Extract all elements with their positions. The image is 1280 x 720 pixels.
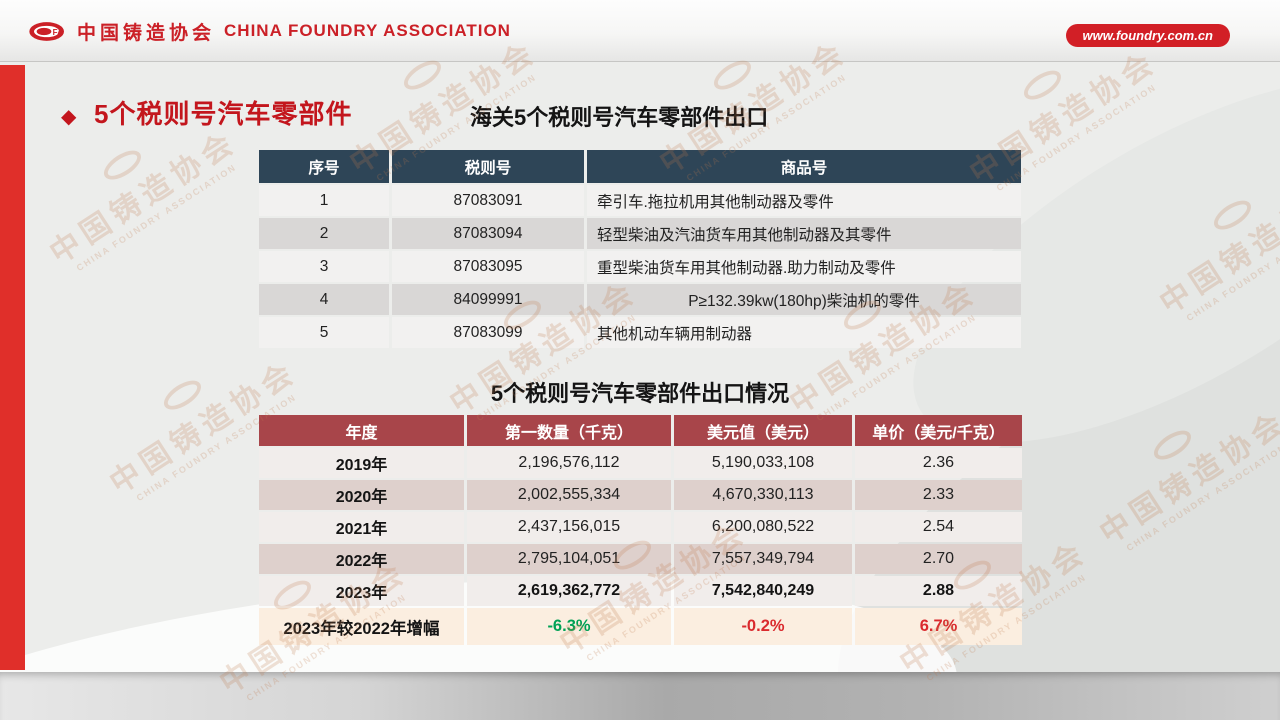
table2-year: 2019年 [259, 448, 464, 478]
table1-row-desc: 重型柴油货车用其他制动器.助力制动及零件 [587, 251, 1021, 282]
cfa-watermark-icon [99, 144, 146, 186]
table1-row-code: 87083094 [392, 218, 584, 249]
watermark-text: 中国铸造协会 [1154, 175, 1280, 321]
table2-growth-price: 6.7% [855, 608, 1022, 645]
table2-header-year: 年度 [259, 415, 464, 446]
table2-price: 2.33 [855, 480, 1022, 510]
table1-row-code: 87083099 [392, 317, 584, 348]
table2-usd: 7,542,840,249 [674, 576, 852, 606]
cfa-watermark-icon [159, 374, 206, 416]
table2-qty: 2,437,156,015 [467, 512, 671, 542]
svg-text:FA: FA [53, 27, 63, 36]
section-title: 5个税则号汽车零部件 [94, 99, 353, 129]
table1-header-code: 税则号 [392, 150, 584, 183]
table2-header-usd: 美元值（美元） [674, 415, 852, 446]
table1-row-seq: 1 [259, 185, 389, 216]
table2-qty: 2,619,362,772 [467, 576, 671, 606]
bottom-gray-band [0, 672, 1280, 720]
table1-row-desc: 牵引车.拖拉机用其他制动器及零件 [587, 185, 1021, 216]
table2-price: 2.70 [855, 544, 1022, 574]
table1-title: 海关5个税则号汽车零部件出口 [470, 105, 769, 130]
table1-row-code: 87083095 [392, 251, 584, 282]
watermark-text: 中国铸造协会 [1094, 405, 1280, 551]
watermark-text: CHINA FOUNDRY ASSOCIATION [1184, 211, 1280, 324]
table2-usd: 6,200,080,522 [674, 512, 852, 542]
table1-row-code: 87083091 [392, 185, 584, 216]
table2-usd: 7,557,349,794 [674, 544, 852, 574]
table1-row-seq: 3 [259, 251, 389, 282]
table1-row-desc: 轻型柴油及汽油货车用其他制动器及其零件 [587, 218, 1021, 249]
table1-row-seq: 4 [259, 284, 389, 315]
table1-header-seq: 序号 [259, 150, 389, 183]
export-stats-table: 年度 第一数量（千克） 美元值（美元） 单价（美元/千克） 2019年 2,19… [259, 415, 1022, 645]
brand-name-en: CHINA FOUNDRY ASSOCIATION [224, 21, 511, 40]
top-header-band: FA 中国铸造协会 CHINA FOUNDRY ASSOCIATION www.… [0, 0, 1280, 62]
table1-header-desc: 商品号 [587, 150, 1021, 183]
table2-usd: 5,190,033,108 [674, 448, 852, 478]
table2-year: 2020年 [259, 480, 464, 510]
table2-year: 2022年 [259, 544, 464, 574]
table1-row-seq: 2 [259, 218, 389, 249]
cfa-watermark-icon [1149, 424, 1196, 466]
table2-header-price: 单价（美元/千克） [855, 415, 1022, 446]
table2-growth-qty: -6.3% [467, 608, 671, 645]
table2-usd: 4,670,330,113 [674, 480, 852, 510]
diamond-bullet-icon: ◆ [61, 106, 77, 128]
tariff-codes-table: 序号 税则号 商品号 1 87083091 牵引车.拖拉机用其他制动器及零件 2… [259, 150, 1021, 348]
table2-title: 5个税则号汽车零部件出口情况 [490, 381, 790, 406]
table2-growth-usd: -0.2% [674, 608, 852, 645]
cfa-watermark-icon [1209, 194, 1256, 236]
cfa-watermark-icon [1019, 64, 1066, 106]
table1-row-seq: 5 [259, 317, 389, 348]
watermark-text: 中国铸造协会 [44, 125, 244, 271]
table1-row-desc: 其他机动车辆用制动器 [587, 317, 1021, 348]
table2-qty: 2,002,555,334 [467, 480, 671, 510]
cfa-logo-icon: FA [29, 21, 64, 41]
table2-price: 2.36 [855, 448, 1022, 478]
table1-row-code: 84099991 [392, 284, 584, 315]
left-accent-bar [0, 65, 25, 670]
table2-qty: 2,196,576,112 [467, 448, 671, 478]
watermark-text: CHINA FOUNDRY ASSOCIATION [1124, 441, 1280, 554]
table2-year: 2023年 [259, 576, 464, 606]
table2-year: 2021年 [259, 512, 464, 542]
table1-row-desc: P≥132.39kw(180hp)柴油机的零件 [587, 284, 1021, 315]
watermark-text: CHINA FOUNDRY ASSOCIATION [74, 161, 239, 274]
table2-price: 2.88 [855, 576, 1022, 606]
table2-header-qty: 第一数量（千克） [467, 415, 671, 446]
website-link-badge[interactable]: www.foundry.com.cn [1065, 24, 1230, 47]
table2-qty: 2,795,104,051 [467, 544, 671, 574]
table2-growth-label: 2023年较2022年增幅 [259, 608, 464, 645]
table2-price: 2.54 [855, 512, 1022, 542]
brand-name-cn: 中国铸造协会 [77, 22, 216, 44]
brand: FA 中国铸造协会 CHINA FOUNDRY ASSOCIATION [28, 0, 511, 62]
